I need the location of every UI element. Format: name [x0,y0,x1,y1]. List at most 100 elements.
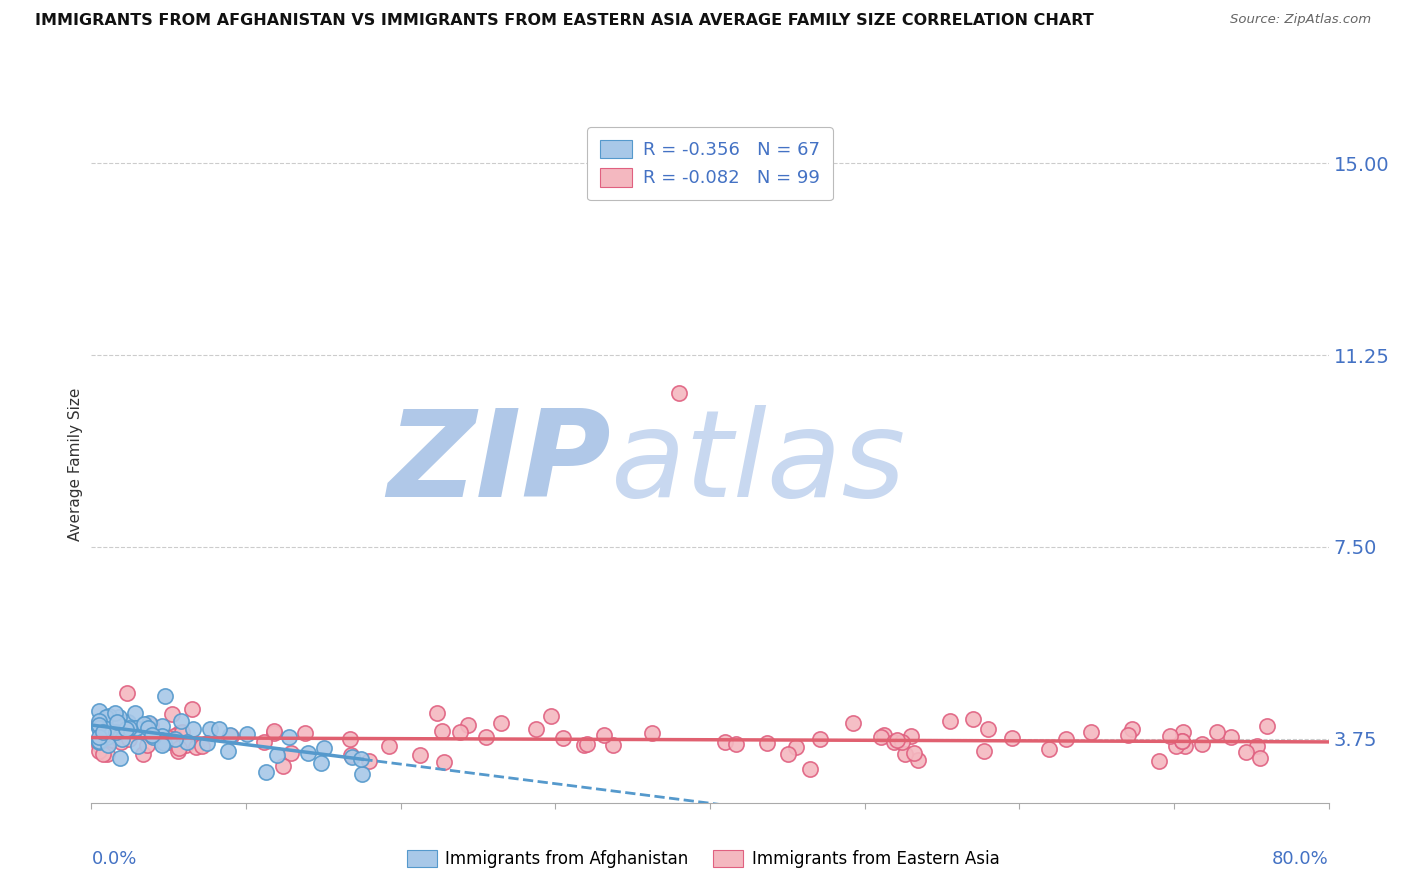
Point [973,744,995,758]
Legend: R = -0.356   N = 67, R = -0.082   N = 99: R = -0.356 N = 67, R = -0.082 N = 99 [588,128,832,200]
Point [136,724,159,739]
Point [900,730,922,744]
Y-axis label: Average Family Size: Average Family Size [67,387,83,541]
Point [352,767,374,781]
Point [277,730,299,744]
Point [903,746,925,760]
Point [87,730,111,744]
Point [87,720,111,734]
Point [87,704,111,718]
Point [939,714,962,728]
Point [96,747,118,761]
Point [713,734,735,748]
Point [489,716,512,731]
Point [1191,737,1213,751]
Point [778,747,800,761]
Point [93,725,115,739]
Point [339,732,361,747]
Point [474,730,496,744]
Point [100,731,122,745]
Point [87,715,111,730]
Point [1149,754,1171,768]
Point [134,716,156,731]
Point [104,725,127,739]
Point [236,727,259,741]
Point [575,737,598,751]
Point [153,690,176,704]
Point [91,724,114,739]
Point [195,735,218,749]
Point [174,738,197,752]
Point [152,736,174,750]
Point [127,739,149,754]
Point [165,732,187,747]
Point [87,738,111,752]
Point [1173,724,1195,739]
Point [150,718,173,732]
Point [449,725,471,739]
Point [1170,734,1192,748]
Point [110,735,132,749]
Point [107,725,129,739]
Point [111,732,134,747]
Point [271,759,294,773]
Point [166,743,188,757]
Point [181,722,204,736]
Point [408,747,430,762]
Point [433,755,456,769]
Point [118,721,141,735]
Point [725,737,748,751]
Legend: Immigrants from Afghanistan, Immigrants from Eastern Asia: Immigrants from Afghanistan, Immigrants … [399,843,1007,875]
Point [89,714,111,728]
Point [103,706,125,720]
Point [150,738,173,752]
Point [962,712,984,726]
Text: 80.0%: 80.0% [1272,850,1329,868]
Point [457,717,479,731]
Point [1038,742,1060,756]
Point [894,747,917,761]
Point [107,716,129,731]
Point [167,726,190,740]
Point [842,715,865,730]
Point [98,715,121,730]
Point [191,739,214,753]
Point [551,731,574,746]
Point [149,732,172,747]
Point [101,731,124,746]
Point [169,714,191,729]
Point [1000,731,1022,745]
Point [1164,739,1187,753]
Point [1246,739,1268,753]
Point [136,721,159,735]
Point [163,729,186,743]
Point [870,730,893,744]
Point [96,722,118,736]
Point [118,731,141,746]
Point [96,720,118,734]
Point [142,730,165,744]
Point [254,765,277,780]
Point [263,726,285,740]
Point [808,732,831,747]
Point [872,728,894,742]
Point [311,756,333,770]
Point [115,685,138,699]
Point [1234,745,1257,759]
Point [87,721,111,735]
Point [253,735,276,749]
Point [108,709,131,723]
Point [141,728,163,742]
Point [157,734,180,748]
Point [799,762,821,776]
Point [524,723,547,737]
Text: ZIP: ZIP [387,405,612,523]
Point [785,740,807,755]
Point [1116,728,1139,742]
Point [1054,731,1077,746]
Point [340,749,363,764]
Text: IMMIGRANTS FROM AFGHANISTAN VS IMMIGRANTS FROM EASTERN ASIA AVERAGE FAMILY SIZE : IMMIGRANTS FROM AFGHANISTAN VS IMMIGRANT… [35,13,1094,29]
Point [540,709,562,723]
Point [94,710,117,724]
Point [350,751,373,765]
